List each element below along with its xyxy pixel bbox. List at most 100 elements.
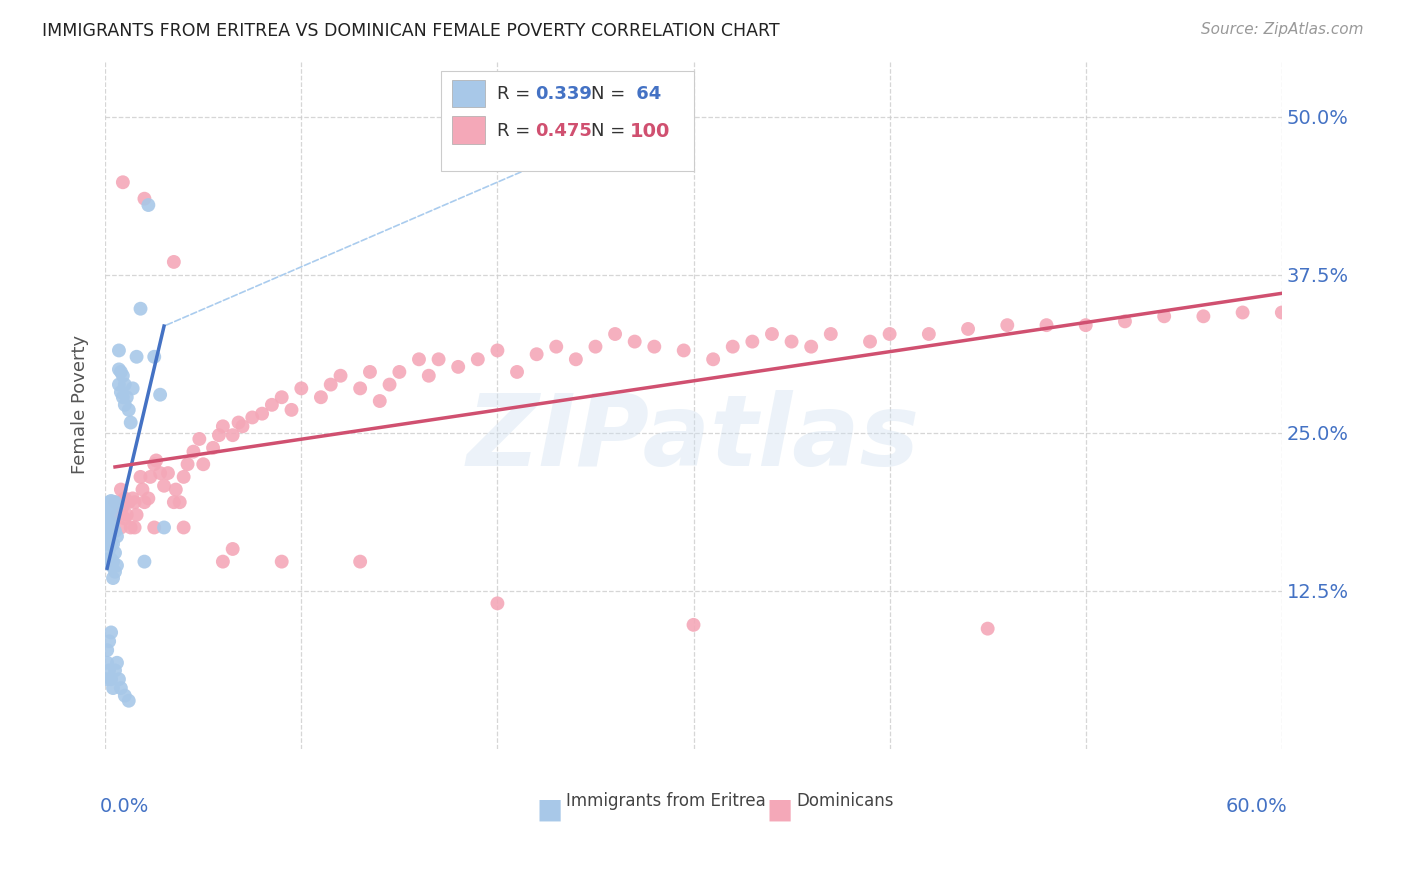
Text: ■: ■ — [537, 796, 562, 823]
Point — [100, 672, 122, 686]
Point — [143, 350, 166, 364]
Point — [169, 495, 191, 509]
Point — [163, 255, 186, 269]
Point — [101, 537, 124, 551]
Point — [104, 546, 127, 560]
Point — [121, 381, 143, 395]
Point — [110, 483, 132, 497]
Point — [1271, 305, 1294, 319]
Point — [98, 504, 121, 518]
Point — [98, 664, 121, 678]
Point — [111, 499, 134, 513]
Point — [183, 444, 205, 458]
Point — [114, 491, 136, 506]
Point — [349, 555, 371, 569]
Point — [143, 457, 166, 471]
Point — [111, 175, 134, 189]
Point — [240, 410, 263, 425]
Point — [176, 457, 198, 471]
Point — [100, 537, 122, 551]
Point — [418, 368, 440, 383]
Point — [173, 520, 195, 534]
Point — [603, 326, 626, 341]
Point — [202, 441, 225, 455]
Point — [329, 368, 352, 383]
Point — [100, 558, 122, 573]
Point — [110, 365, 132, 379]
Point — [1114, 314, 1136, 328]
Point — [129, 470, 152, 484]
Point — [565, 352, 588, 367]
Point — [115, 508, 138, 522]
Point — [111, 390, 134, 404]
Text: ZIPatlas: ZIPatlas — [467, 390, 920, 487]
Point — [101, 555, 124, 569]
Point — [120, 520, 142, 534]
Point — [163, 495, 186, 509]
Point — [104, 495, 127, 509]
Point — [108, 495, 131, 509]
Point — [208, 428, 231, 442]
Text: 0.475: 0.475 — [534, 121, 592, 140]
Point — [108, 672, 131, 686]
Point — [100, 520, 122, 534]
Point — [976, 622, 998, 636]
Point — [134, 555, 156, 569]
Point — [682, 618, 704, 632]
Point — [105, 508, 128, 522]
Point — [134, 192, 156, 206]
Point — [138, 491, 160, 506]
Point — [378, 377, 401, 392]
FancyBboxPatch shape — [440, 71, 693, 171]
Point — [124, 520, 146, 534]
Point — [139, 470, 162, 484]
Point — [98, 541, 121, 556]
Point — [143, 520, 166, 534]
Text: Dominicans: Dominicans — [796, 792, 893, 810]
Point — [131, 483, 153, 497]
Point — [96, 508, 118, 522]
Point — [1232, 305, 1254, 319]
Bar — [453, 116, 485, 144]
Point — [110, 520, 132, 534]
Point — [672, 343, 695, 358]
Text: Immigrants from Eritrea: Immigrants from Eritrea — [567, 792, 766, 810]
Point — [761, 326, 783, 341]
Point — [118, 694, 141, 708]
Point — [98, 495, 121, 509]
Point — [879, 326, 901, 341]
Text: N =: N = — [591, 121, 631, 140]
Text: 0.0%: 0.0% — [100, 797, 149, 816]
Point — [156, 466, 179, 480]
Point — [859, 334, 882, 349]
Point — [221, 541, 243, 556]
Text: R =: R = — [498, 121, 536, 140]
Text: 100: 100 — [630, 121, 671, 141]
Point — [741, 334, 763, 349]
Point — [105, 656, 128, 670]
Point — [359, 365, 381, 379]
Point — [319, 377, 342, 392]
Point — [96, 656, 118, 670]
Text: N =: N = — [591, 85, 631, 103]
Point — [643, 340, 665, 354]
Point — [995, 318, 1018, 333]
Point — [98, 529, 121, 543]
Point — [221, 428, 243, 442]
Point — [98, 524, 121, 539]
Text: Source: ZipAtlas.com: Source: ZipAtlas.com — [1201, 22, 1364, 37]
Point — [138, 198, 160, 212]
Point — [145, 453, 167, 467]
Point — [121, 491, 143, 506]
Point — [118, 403, 141, 417]
Text: 64: 64 — [630, 85, 661, 103]
Point — [98, 537, 121, 551]
Point — [467, 352, 489, 367]
Point — [820, 326, 842, 341]
Y-axis label: Female Poverty: Female Poverty — [72, 334, 89, 474]
Point — [270, 555, 292, 569]
Point — [1153, 310, 1175, 324]
Point — [111, 368, 134, 383]
Point — [98, 514, 121, 528]
Point — [98, 634, 121, 648]
